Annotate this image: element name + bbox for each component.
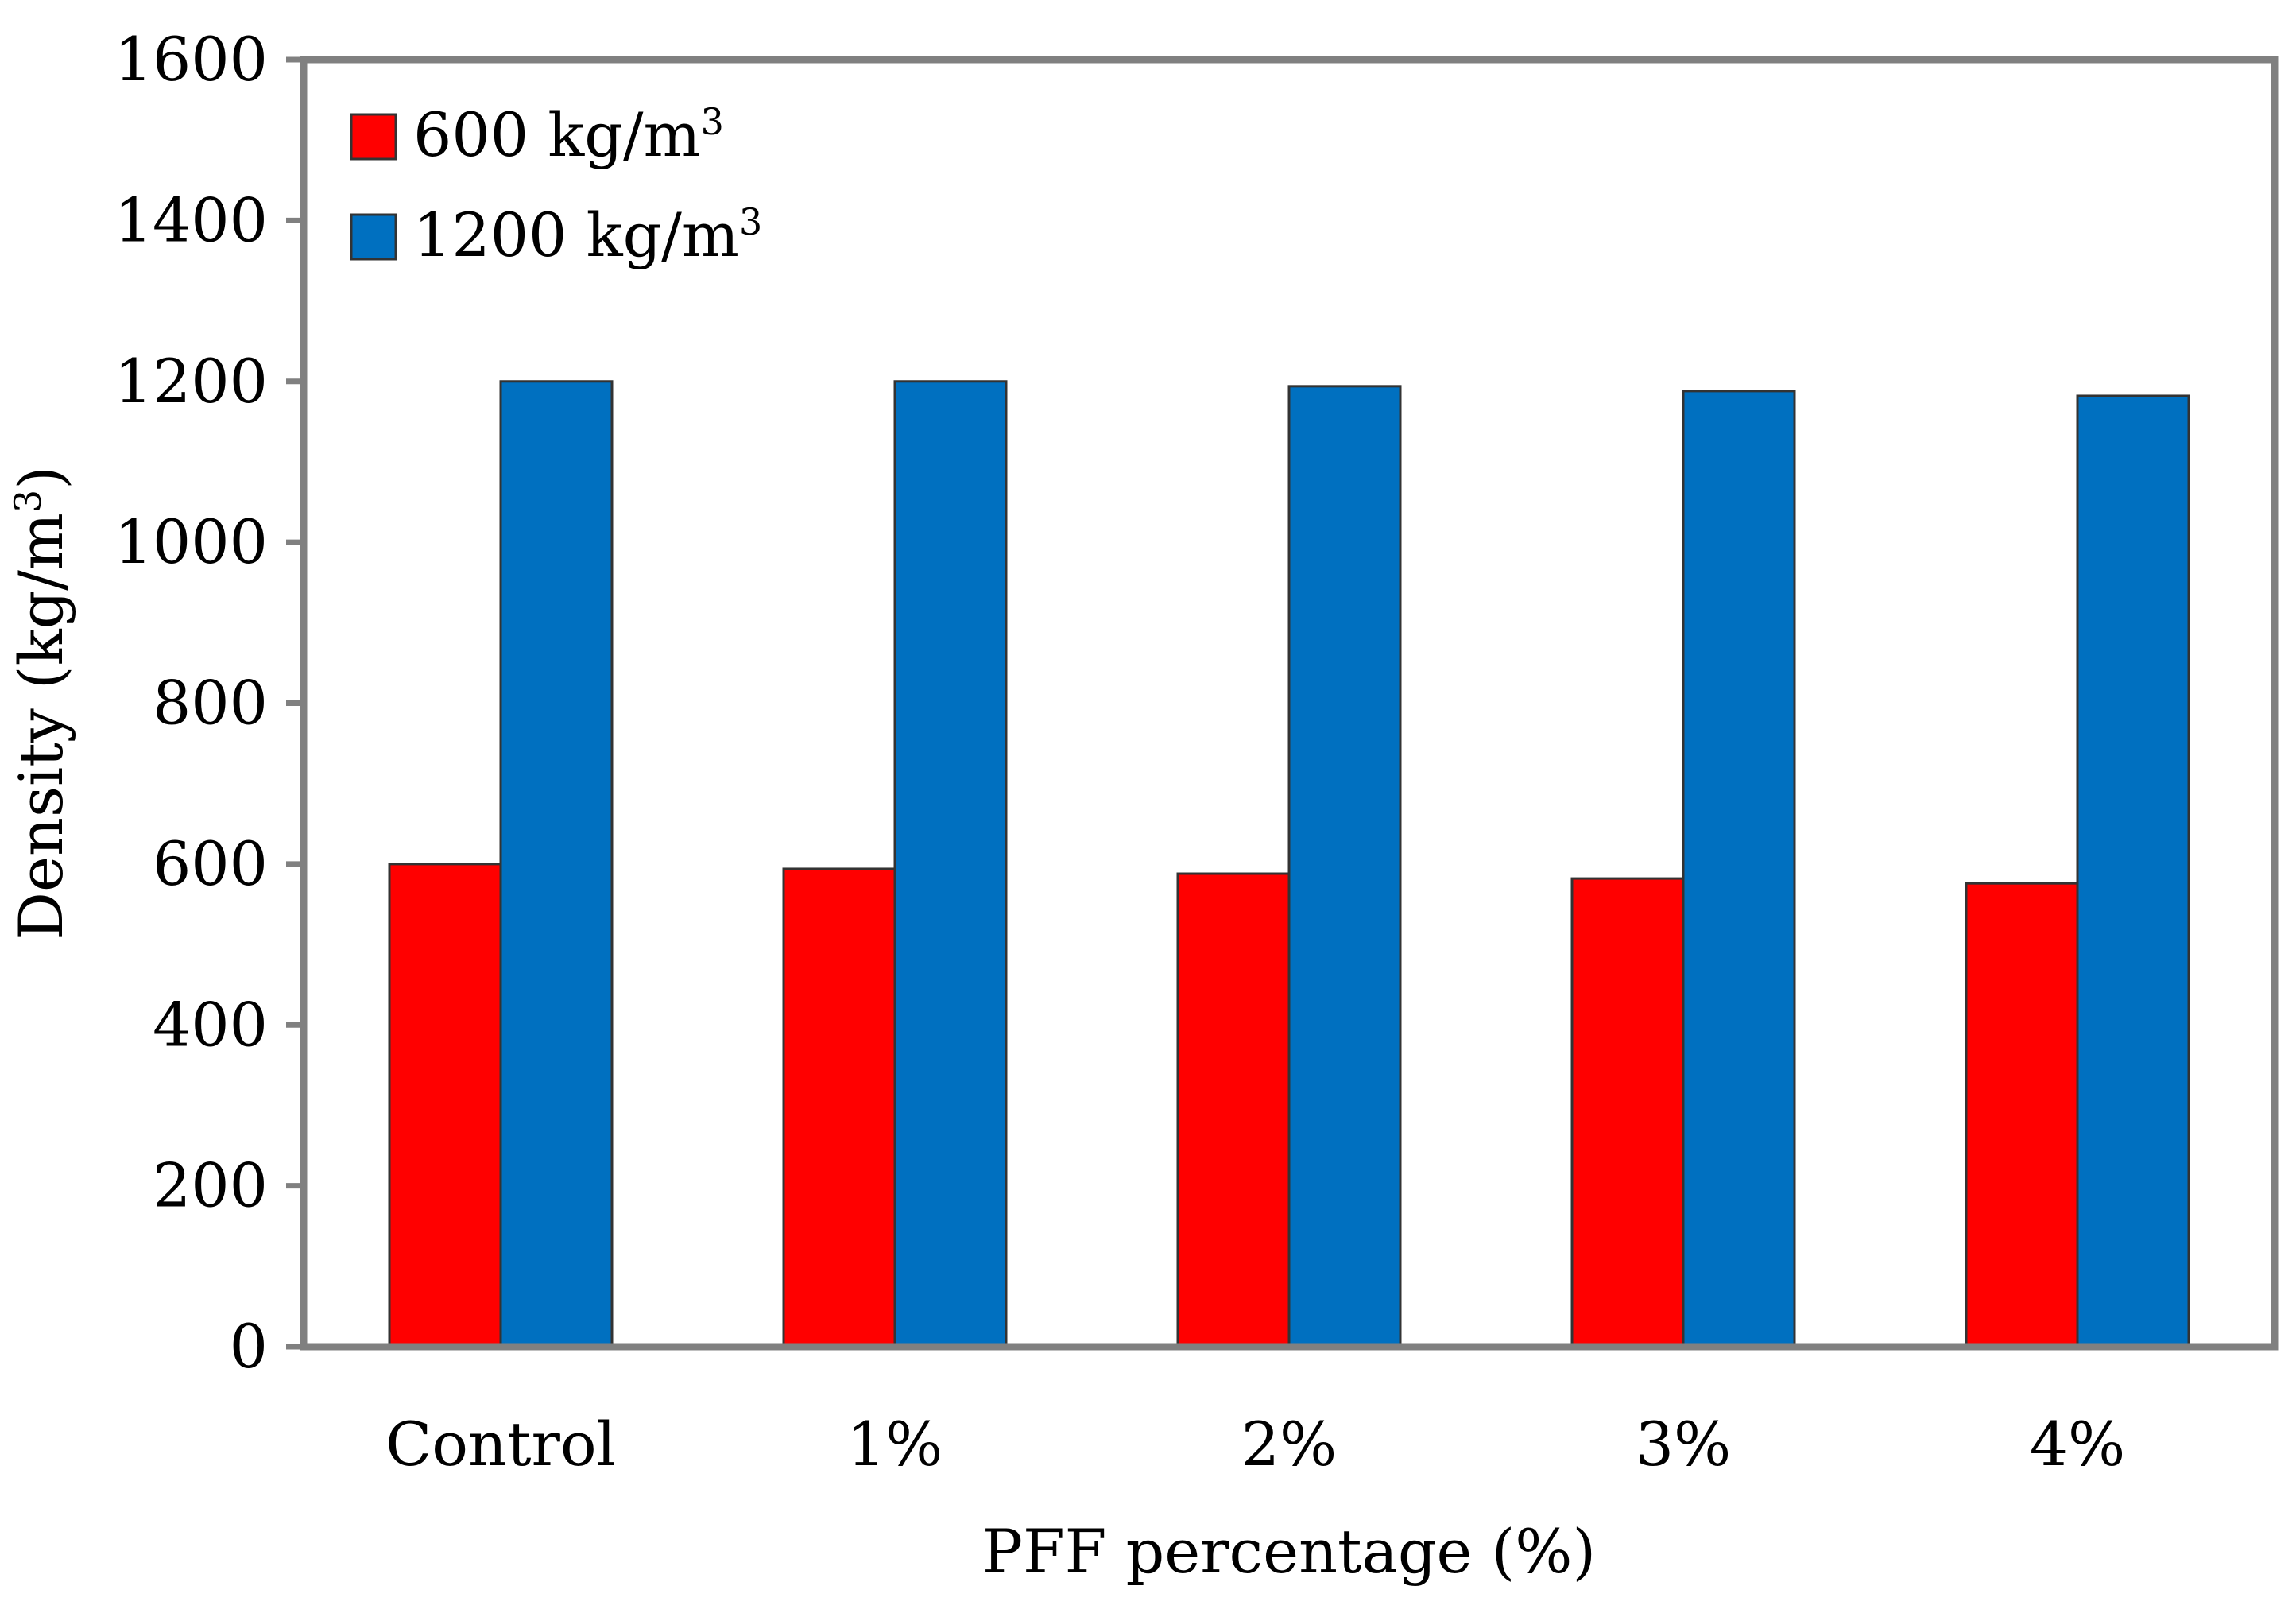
legend-label-600: 600 kg/m3 [413,99,724,170]
y-tick-label-600: 600 [153,828,268,899]
x-tick-label-2pct: 2% [1241,1409,1338,1479]
bar-1200-1pct [893,380,1008,1348]
bar-1200-2pct [1287,385,1402,1348]
y-tick-label-0: 0 [230,1311,268,1382]
y-tick-label-800: 800 [153,668,268,739]
y-axis-ticks: 0 200 400 600 800 1000 1200 1400 1600 [114,24,304,1382]
y-tick-label-400: 400 [153,989,268,1060]
y-tick-label-1200: 1200 [114,346,268,417]
y-tick-label-1400: 1400 [114,184,268,255]
bar-1200-3pct [1682,390,1796,1348]
y-axis-title: Density (kg/m3) [6,466,76,940]
x-axis-title: PFF percentage (%) [982,1516,1596,1587]
legend-label-1200-sup: 3 [739,200,762,243]
bar-1200-control [499,380,614,1348]
y-tick-label-1000: 1000 [114,506,268,577]
x-tick-label-4pct: 4% [2030,1409,2126,1479]
bar-600-1pct [782,867,896,1348]
legend: 600 kg/m3 1200 kg/m3 [350,99,762,270]
y-axis-title-sup: 3 [6,490,49,513]
x-tick-label-1pct: 1% [847,1409,943,1479]
legend-swatch-600 [350,113,397,161]
y-axis-title-end: ) [6,466,76,490]
bar-600-control [388,863,502,1348]
x-axis-ticks: Control 1% 2% 3% 4% [385,1409,2125,1479]
legend-label-1200-text: 1200 kg/m [413,200,739,270]
x-tick-label-control: Control [385,1409,616,1479]
bar-600-4pct [1965,882,2079,1348]
y-tick-label-200: 200 [153,1150,268,1221]
bars-layer [388,380,2190,1348]
legend-label-600-sup: 3 [701,100,724,143]
legend-label-600-text: 600 kg/m [413,99,701,170]
legend-swatch-1200 [350,213,397,261]
y-tick-label-1600: 1600 [114,24,268,95]
bar-1200-4pct [2076,394,2190,1348]
y-axis-title-main: Density (kg/m [6,513,76,940]
bar-600-3pct [1570,877,1685,1348]
legend-label-1200: 1200 kg/m3 [413,200,762,270]
bar-600-2pct [1176,872,1291,1348]
x-tick-label-3pct: 3% [1636,1409,1732,1479]
